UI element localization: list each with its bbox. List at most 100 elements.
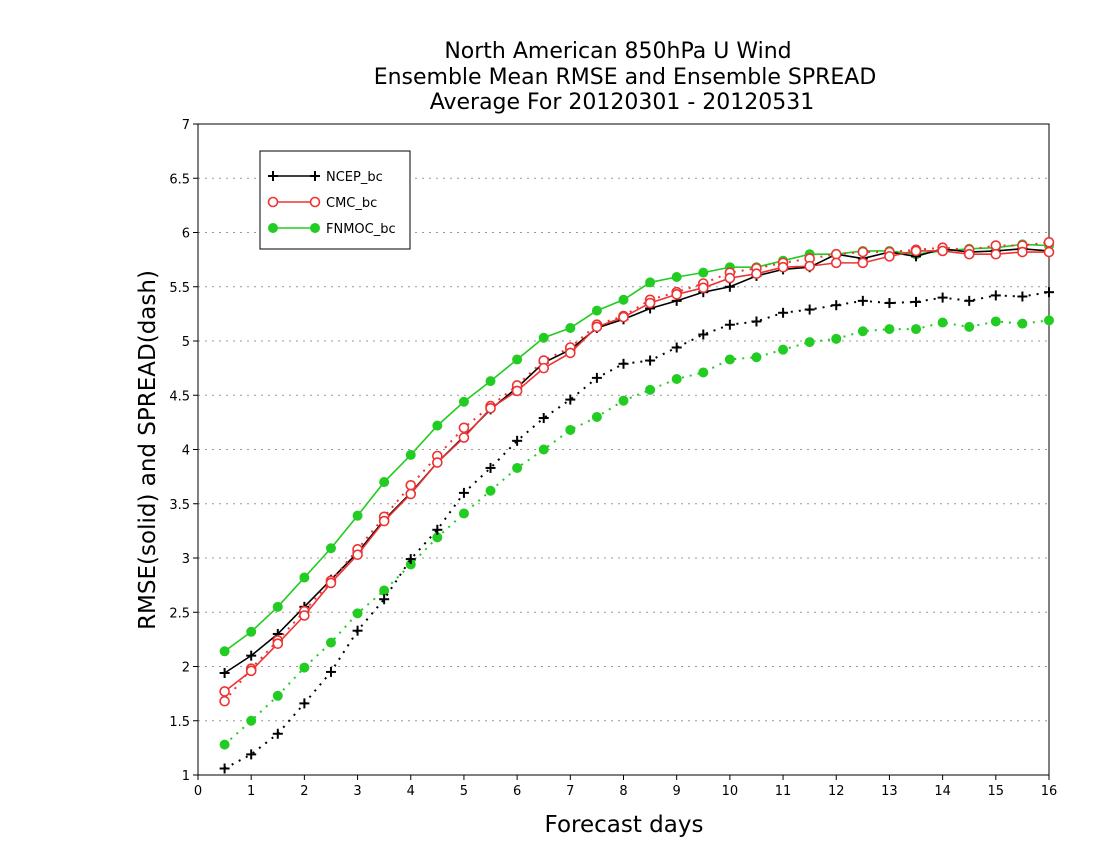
- x-tick-label: 3: [353, 784, 361, 799]
- chart-title-line-1: North American 850hPa U Wind: [444, 39, 791, 64]
- cmc-bc-rmse-point: [219, 686, 230, 697]
- ncep-bc-rmse-line: [224, 247, 1050, 674]
- x-tick-label: 5: [460, 784, 468, 799]
- series-fnmoc-bc: [219, 239, 1054, 750]
- cmc-bc-spread-point: [405, 480, 417, 491]
- axis-ticks: 11.522.533.544.555.566.570 1 2 3 4 5 6 7 8 9 10 11 1…: [169, 118, 1057, 799]
- chart-title-line-3: Average For 20120301 - 20120531: [430, 90, 815, 115]
- cmc-bc-spread-point: [857, 246, 869, 258]
- cmc-bc-rmse-point: [910, 245, 922, 257]
- fnmoc-bc-spread-point: [512, 462, 523, 473]
- cmc-bc-rmse-point: [538, 362, 550, 374]
- x-tick-label: 6: [513, 784, 521, 799]
- fnmoc-bc-spread-point: [458, 508, 469, 519]
- fnmoc-bc-spread-point: [964, 321, 975, 332]
- x-tick-label: 9: [673, 784, 681, 799]
- fnmoc-bc-spread-point: [645, 384, 656, 395]
- fnmoc-bc-rmse-point: [645, 277, 656, 288]
- cmc-bc-rmse-point: [937, 245, 948, 257]
- cmc-bc-rmse-point: [245, 665, 257, 677]
- x-tick-label: 13: [881, 784, 898, 799]
- fnmoc-bc-spread-point: [246, 715, 257, 726]
- legend-label-ncep-bc: NCEP_bc: [326, 170, 383, 185]
- cmc-bc-rmse-point: [432, 457, 443, 468]
- fnmoc-bc-rmse-point: [538, 332, 549, 343]
- x-tick-label: 2: [300, 784, 308, 799]
- fnmoc-bc-rmse-point: [432, 420, 443, 431]
- cmc-bc-rmse-point: [671, 289, 682, 300]
- x-tick-label: 16: [1041, 784, 1058, 799]
- fnmoc-bc-rmse-point: [671, 271, 682, 282]
- y-tick-label: 2: [182, 661, 190, 676]
- fnmoc-bc-spread-point: [751, 352, 762, 363]
- fnmoc-bc-spread-point: [911, 324, 922, 335]
- cmc-bc-rmse-point: [1017, 246, 1028, 258]
- y-tick-label: 3.5: [169, 498, 190, 513]
- fnmoc-bc-rmse-point: [565, 322, 576, 333]
- fnmoc-bc-spread-point: [990, 316, 1001, 327]
- x-tick-label: 8: [619, 784, 627, 799]
- fnmoc-bc-rmse-line: [224, 243, 1050, 652]
- cmc-bc-spread-point: [219, 695, 230, 707]
- fnmoc-bc-spread-point: [831, 333, 842, 344]
- cmc-bc-rmse-point: [405, 488, 417, 500]
- x-tick-label: 0: [194, 784, 202, 799]
- fnmoc-bc-spread-point: [485, 485, 496, 496]
- ncep-bc-spread-line: [224, 291, 1050, 770]
- cmc-bc-rmse-point: [830, 257, 842, 269]
- y-tick-label: 6: [182, 227, 190, 242]
- legend-label-fnmoc-bc: FNMOC_bc: [326, 222, 396, 237]
- cmc-bc-spread-point: [1043, 236, 1055, 248]
- fnmoc-bc-rmse-point: [219, 646, 230, 657]
- y-tick-label: 5.5: [169, 281, 190, 296]
- x-tick-label: 7: [566, 784, 574, 799]
- cmc-bc-spread-point: [990, 240, 1002, 251]
- series-ncep-bc: [219, 243, 1054, 774]
- legend-box: [259, 150, 411, 250]
- fnmoc-bc-spread-point: [804, 337, 815, 348]
- series-cmc-bc: [219, 236, 1055, 707]
- fnmoc-bc-spread-point: [591, 411, 602, 422]
- y-axis-label: RMSE(solid) and SPREAD(dash): [135, 270, 161, 630]
- fnmoc-bc-spread-line: [223, 319, 1050, 746]
- fnmoc-bc-spread-point: [937, 317, 948, 328]
- series-layer: [219, 236, 1055, 774]
- legend-label-cmc-bc: CMC_bc: [326, 196, 377, 211]
- cmc-bc-rmse-point: [565, 347, 576, 359]
- cmc-bc-rmse-point: [884, 251, 895, 262]
- legend-marker-end-cmc-bc: [309, 196, 321, 208]
- fnmoc-bc-spread-point: [884, 324, 895, 335]
- fnmoc-bc-spread-point: [325, 637, 336, 648]
- cmc-bc-rmse-point: [751, 268, 762, 280]
- fnmoc-bc-spread-point: [618, 395, 629, 406]
- cmc-bc-spread-point: [830, 248, 842, 260]
- fnmoc-bc-rmse-point: [325, 543, 336, 554]
- legend-marker-start-cmc-bc: [267, 196, 279, 208]
- fnmoc-bc-spread-point: [698, 367, 709, 378]
- cmc-bc-rmse-point: [378, 515, 390, 527]
- x-tick-label: 14: [934, 784, 951, 799]
- cmc-bc-rmse-point: [724, 272, 736, 284]
- x-tick-label: 4: [407, 784, 415, 799]
- cmc-bc-spread-line: [223, 241, 1050, 702]
- fnmoc-bc-rmse-point: [591, 305, 602, 316]
- cmc-bc-rmse-point: [963, 248, 975, 260]
- y-tick-label: 2.5: [169, 606, 190, 621]
- fnmoc-bc-rmse-point: [272, 601, 283, 612]
- x-tick-label: 10: [722, 784, 739, 799]
- fnmoc-bc-spread-point: [671, 373, 682, 384]
- y-tick-label: 4.5: [169, 389, 190, 404]
- chart-title-line-2: Ensemble Mean RMSE and Ensemble SPREAD: [374, 65, 877, 90]
- fnmoc-bc-spread-point: [299, 662, 310, 673]
- fnmoc-bc-spread-point: [352, 608, 363, 619]
- y-tick-label: 6.5: [169, 172, 190, 187]
- cmc-bc-rmse-point: [485, 402, 496, 414]
- cmc-bc-rmse-point: [804, 260, 815, 272]
- x-tick-label: 1: [247, 784, 255, 799]
- x-axis-label: Forecast days: [545, 812, 704, 838]
- cmc-bc-rmse-line: [224, 250, 1049, 693]
- fnmoc-bc-rmse-point: [698, 267, 709, 278]
- fnmoc-bc-rmse-point: [246, 626, 257, 637]
